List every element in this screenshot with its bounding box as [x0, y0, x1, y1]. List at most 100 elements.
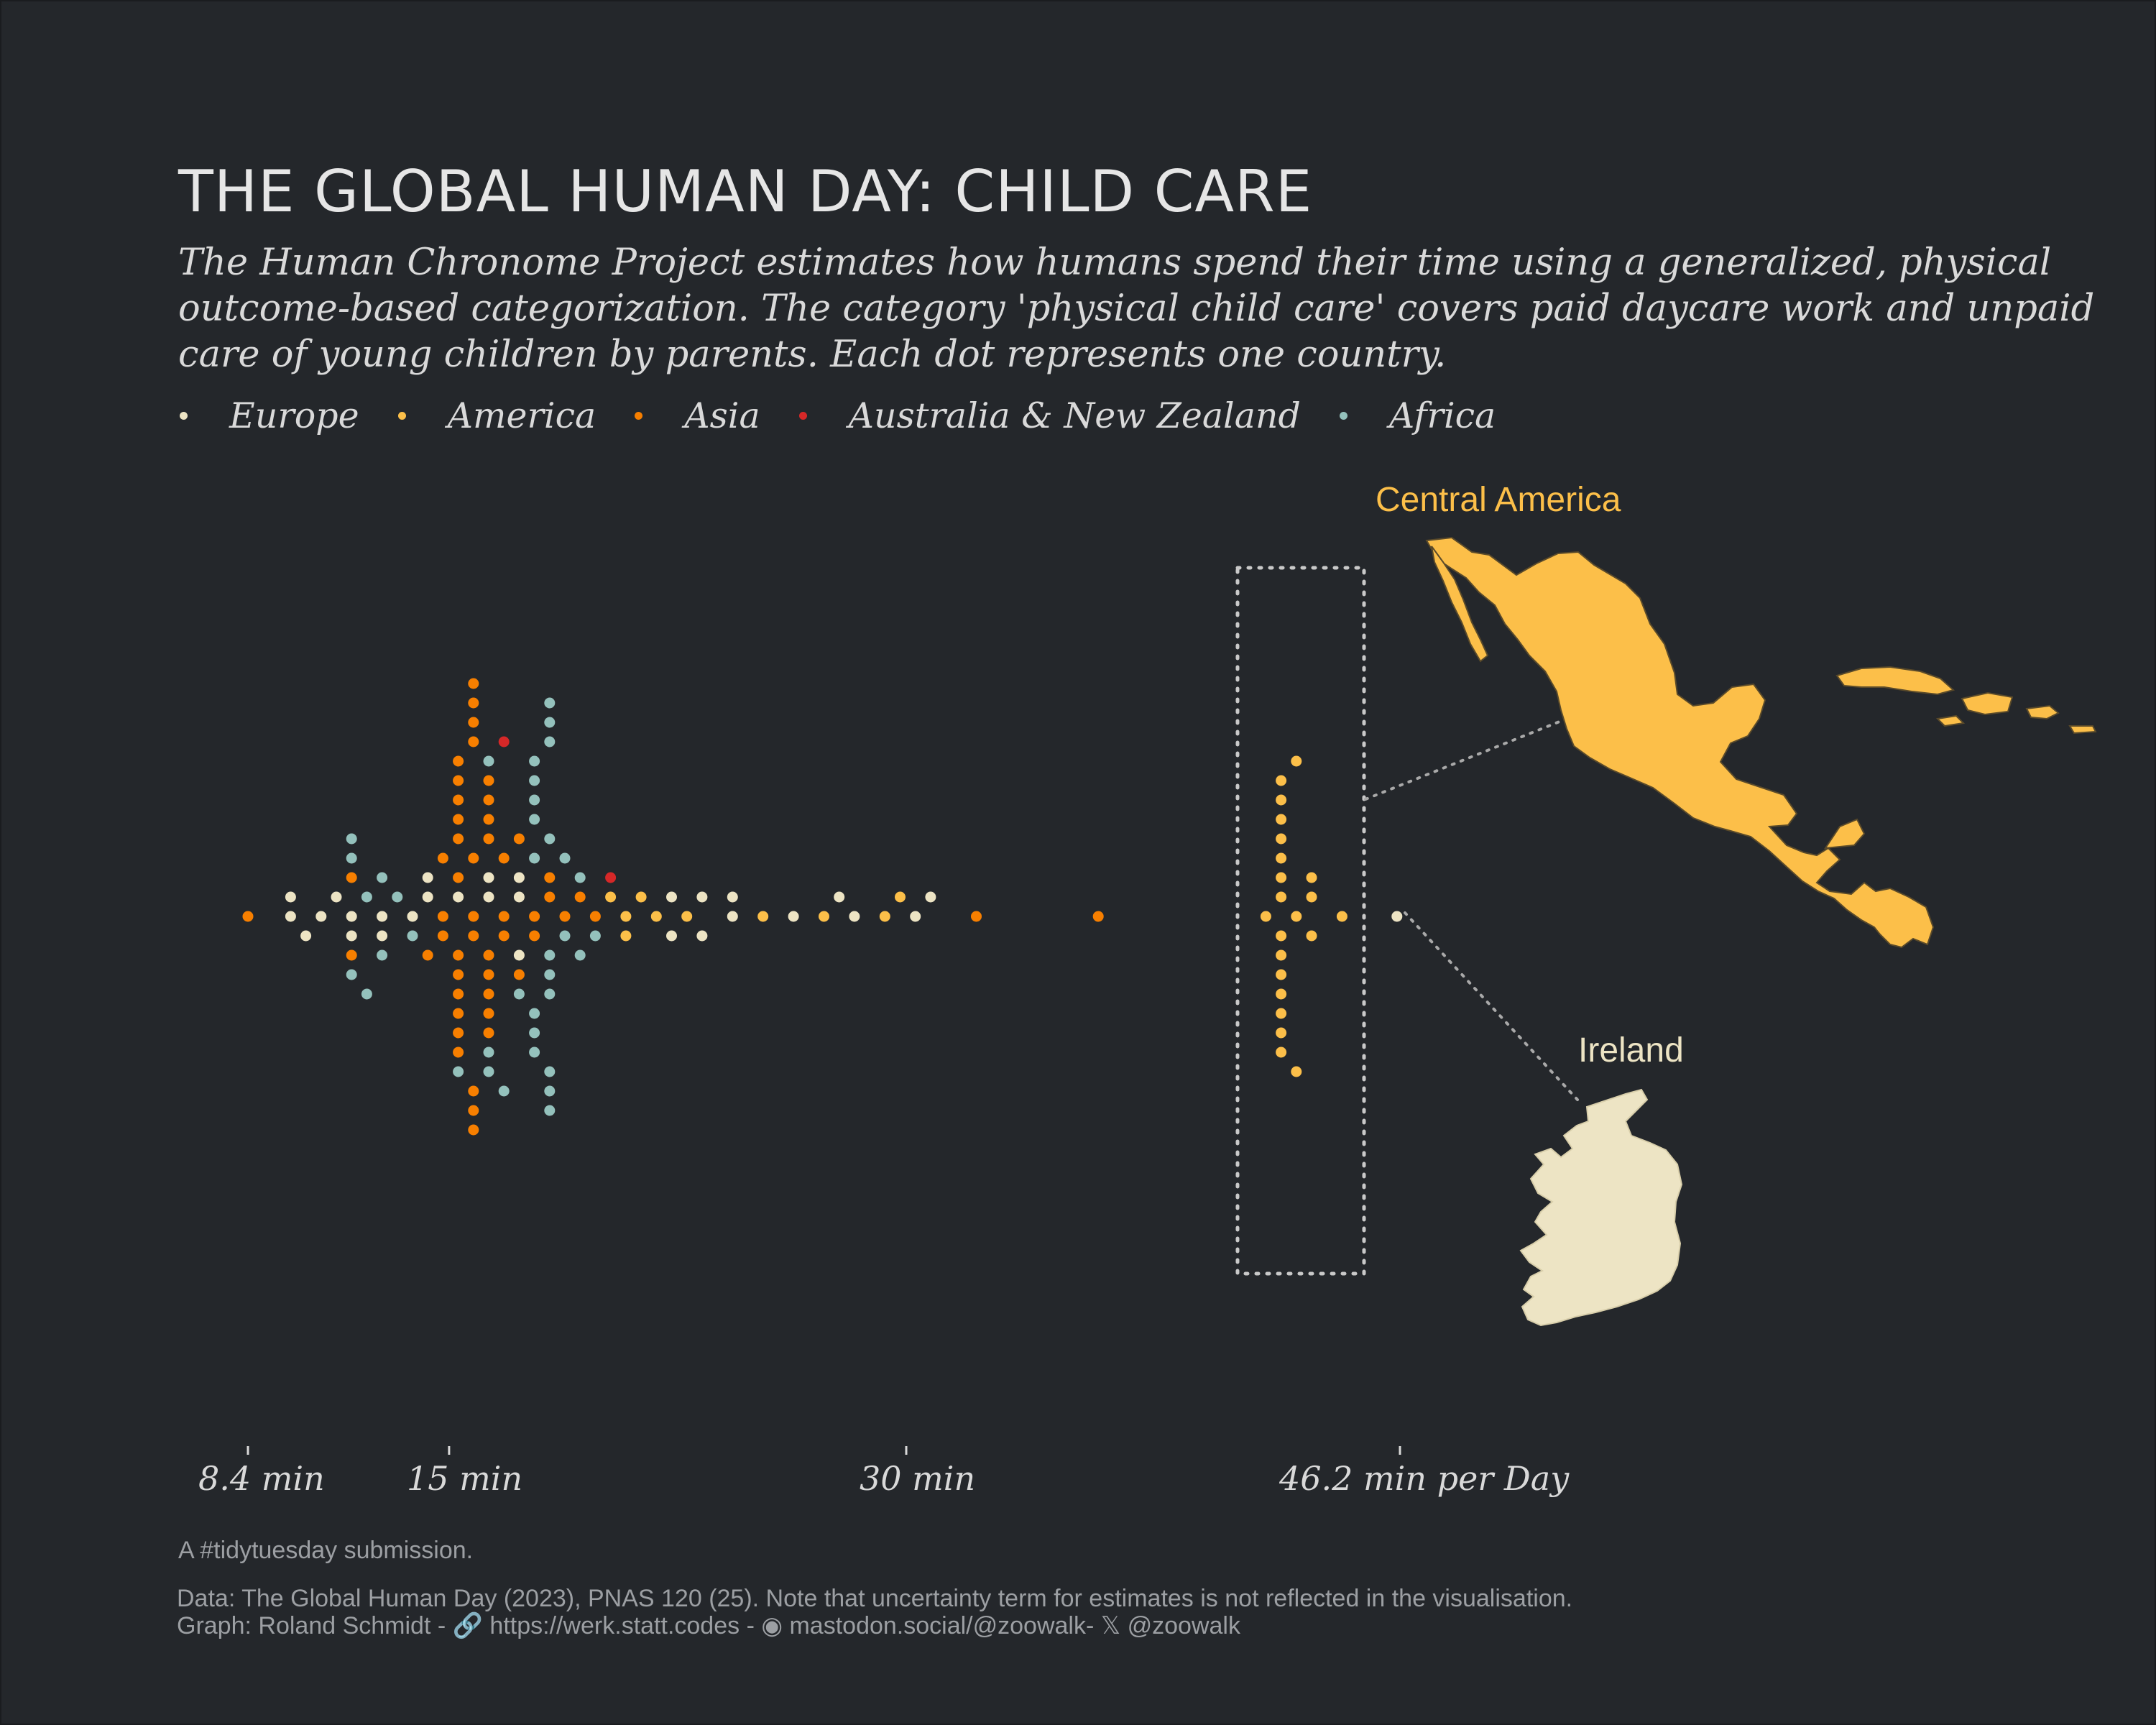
country-dot-america: [1276, 969, 1287, 980]
country-dot-asia: [971, 911, 982, 922]
country-dot-america: [1306, 930, 1317, 942]
tick-label-15: 15 min: [407, 1459, 523, 1498]
subtitle-line: outcome-based categorization. The catego…: [178, 288, 2095, 330]
country-dot-europe: [788, 911, 799, 922]
country-dot-asia: [529, 930, 540, 942]
country-dot-asia: [453, 1027, 464, 1039]
country-dot-europe: [834, 891, 845, 903]
country-dot-europe: [483, 872, 494, 883]
country-dot-asia: [468, 911, 479, 922]
country-dot-america: [1276, 891, 1287, 903]
country-dot-america: [1276, 1046, 1287, 1058]
subtitle-line: The Human Chronome Project estimates how…: [178, 242, 2052, 284]
country-dot-asia: [437, 930, 448, 942]
subtitle-line: care of young children by parents. Each …: [178, 334, 1447, 376]
legend: Europe America Asia Australia & New Zeal…: [178, 392, 1533, 439]
country-dot-europe: [377, 930, 388, 942]
tick-label-8.4: 8.4 min: [198, 1459, 325, 1498]
country-dot-asia: [346, 872, 357, 883]
legend-item-africa: Africa: [1338, 395, 1496, 436]
country-dot-europe: [453, 891, 464, 903]
mastodon-link[interactable]: mastodon.social/@zoowalk: [789, 1612, 1086, 1639]
country-dot-asia: [559, 911, 571, 922]
country-dot-africa: [529, 775, 540, 786]
country-dot-america: [1276, 775, 1287, 786]
country-dot-america: [1291, 911, 1302, 922]
country-dot-africa: [529, 794, 540, 806]
country-dot-america: [635, 891, 647, 903]
country-dot-america: [605, 891, 617, 903]
country-dot-africa: [498, 1085, 510, 1097]
separator: -: [1085, 1612, 1095, 1639]
country-dot-asia: [453, 1008, 464, 1019]
country-dot-europe: [422, 872, 433, 883]
separator: -: [746, 1612, 755, 1639]
country-dot-europe: [910, 911, 921, 922]
legend-swatch: [635, 411, 643, 420]
country-dot-australia-new-zealand: [498, 736, 510, 748]
legend-item-europe: Europe: [178, 395, 359, 436]
country-dot-asia: [468, 678, 479, 689]
country-dot-asia: [513, 969, 525, 980]
country-dot-africa: [529, 1008, 540, 1019]
legend-label: Australia & New Zealand: [848, 395, 1301, 436]
x-handle-link[interactable]: @zoowalk: [1127, 1612, 1240, 1639]
country-dot-africa: [574, 872, 586, 883]
country-dot-asia: [453, 872, 464, 883]
ireland-label: Ireland: [1578, 1031, 1684, 1070]
country-dot-asia: [242, 911, 254, 922]
country-dot-asia: [589, 911, 601, 922]
country-dot-america: [1276, 1008, 1287, 1019]
country-dot-america: [1291, 1066, 1302, 1077]
country-dot-asia: [453, 794, 464, 806]
country-dot-asia: [544, 872, 556, 883]
country-dot-asia: [453, 833, 464, 845]
country-dot-asia: [453, 1046, 464, 1058]
country-dot-africa: [589, 930, 601, 942]
link-icon: 🔗: [452, 1612, 483, 1639]
tick-label-46.2: 46.2 min per Day: [1279, 1459, 1569, 1498]
country-dot-africa: [483, 755, 494, 767]
country-dot-asia: [468, 852, 479, 864]
website-link[interactable]: https://werk.statt.codes: [489, 1612, 740, 1639]
legend-item-asia: Asia: [633, 395, 760, 436]
country-dot-africa: [544, 697, 556, 709]
country-dot-america: [1291, 755, 1302, 767]
central-america-label: Central America: [1376, 481, 1621, 519]
legend-label: Asia: [684, 395, 760, 436]
country-dot-asia: [483, 794, 494, 806]
country-dot-africa: [513, 988, 525, 1000]
ireland-map: [1519, 1088, 1683, 1327]
connector-ireland: [1404, 911, 1579, 1101]
country-dot-america: [1306, 891, 1317, 903]
legend-swatch: [1339, 411, 1348, 420]
chart-subtitle: The Human Chronome Project estimates how…: [178, 240, 2095, 378]
country-dot-europe: [513, 872, 525, 883]
graph-credit: Graph: Roland Schmidt -: [177, 1612, 453, 1639]
country-dot-asia: [453, 755, 464, 767]
legend-swatch: [180, 411, 188, 420]
country-dot-asia: [1092, 911, 1104, 922]
country-dot-america: [1276, 1027, 1287, 1039]
country-dot-asia: [574, 891, 586, 903]
country-dot-africa: [361, 988, 372, 1000]
tidytuesday-caption: A #tidytuesday submission.: [178, 1537, 474, 1564]
country-dot-africa: [544, 736, 556, 748]
country-dot-africa: [483, 1066, 494, 1077]
country-dot-america: [819, 911, 829, 922]
country-dot-america: [1306, 872, 1317, 883]
connector-central-america: [1364, 716, 1572, 801]
country-dot-africa: [544, 1066, 556, 1077]
data-source-caption: Data: The Global Human Day (2023), PNAS …: [177, 1585, 1573, 1612]
country-dot-africa: [453, 1066, 464, 1077]
country-dot-europe: [346, 911, 357, 922]
country-dot-africa: [392, 891, 403, 903]
country-dot-europe: [696, 930, 708, 942]
legend-swatch: [798, 411, 807, 420]
country-dot-america: [1276, 988, 1287, 1000]
country-dot-africa: [544, 969, 556, 980]
country-dot-europe: [377, 911, 388, 922]
country-dot-asia: [529, 911, 540, 922]
country-dot-asia: [483, 775, 494, 786]
